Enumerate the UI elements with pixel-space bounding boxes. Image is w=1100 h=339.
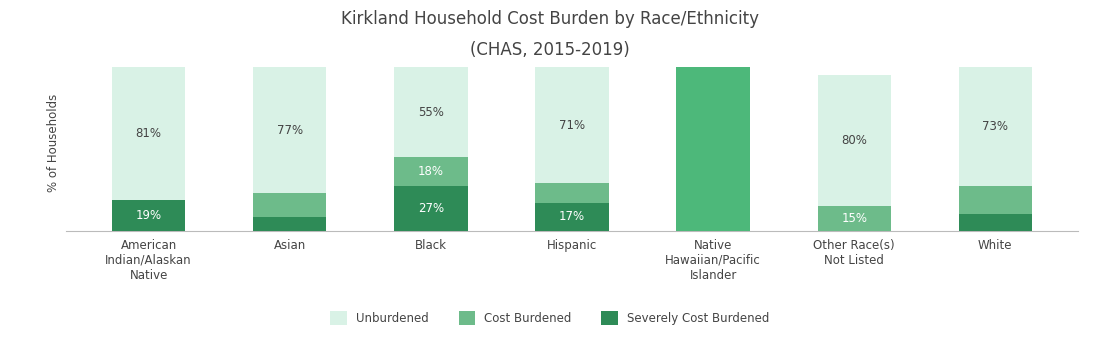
Text: 81%: 81%: [135, 127, 162, 140]
Text: 80%: 80%: [842, 134, 867, 147]
Text: 19%: 19%: [135, 208, 162, 221]
Text: 71%: 71%: [559, 119, 585, 132]
Bar: [253, 193, 327, 217]
Bar: [536, 67, 608, 183]
Text: Kirkland Household Cost Burden by Race/Ethnicity: Kirkland Household Cost Burden by Race/E…: [341, 10, 759, 28]
Bar: [253, 67, 327, 193]
Text: 17%: 17%: [559, 210, 585, 223]
Text: (CHAS, 2015-2019): (CHAS, 2015-2019): [470, 41, 630, 59]
Bar: [536, 183, 608, 203]
Bar: [394, 67, 468, 157]
Text: 55%: 55%: [418, 106, 443, 119]
Bar: [958, 186, 1032, 214]
Bar: [958, 214, 1032, 231]
Text: 27%: 27%: [418, 202, 444, 215]
Text: 73%: 73%: [982, 120, 1009, 133]
Text: 77%: 77%: [277, 124, 302, 137]
Bar: [817, 76, 891, 206]
Legend: Unburdened, Cost Burdened, Severely Cost Burdened: Unburdened, Cost Burdened, Severely Cost…: [326, 306, 774, 330]
Text: 100%: 100%: [696, 142, 729, 155]
Bar: [958, 67, 1032, 186]
Bar: [112, 67, 186, 200]
Bar: [817, 206, 891, 231]
Bar: [253, 217, 327, 231]
Bar: [676, 67, 750, 231]
Bar: [536, 203, 608, 231]
Bar: [394, 157, 468, 186]
Bar: [112, 200, 186, 231]
Y-axis label: % of Households: % of Households: [47, 93, 60, 192]
Bar: [394, 186, 468, 231]
Text: 18%: 18%: [418, 165, 444, 178]
Text: 15%: 15%: [842, 212, 867, 225]
